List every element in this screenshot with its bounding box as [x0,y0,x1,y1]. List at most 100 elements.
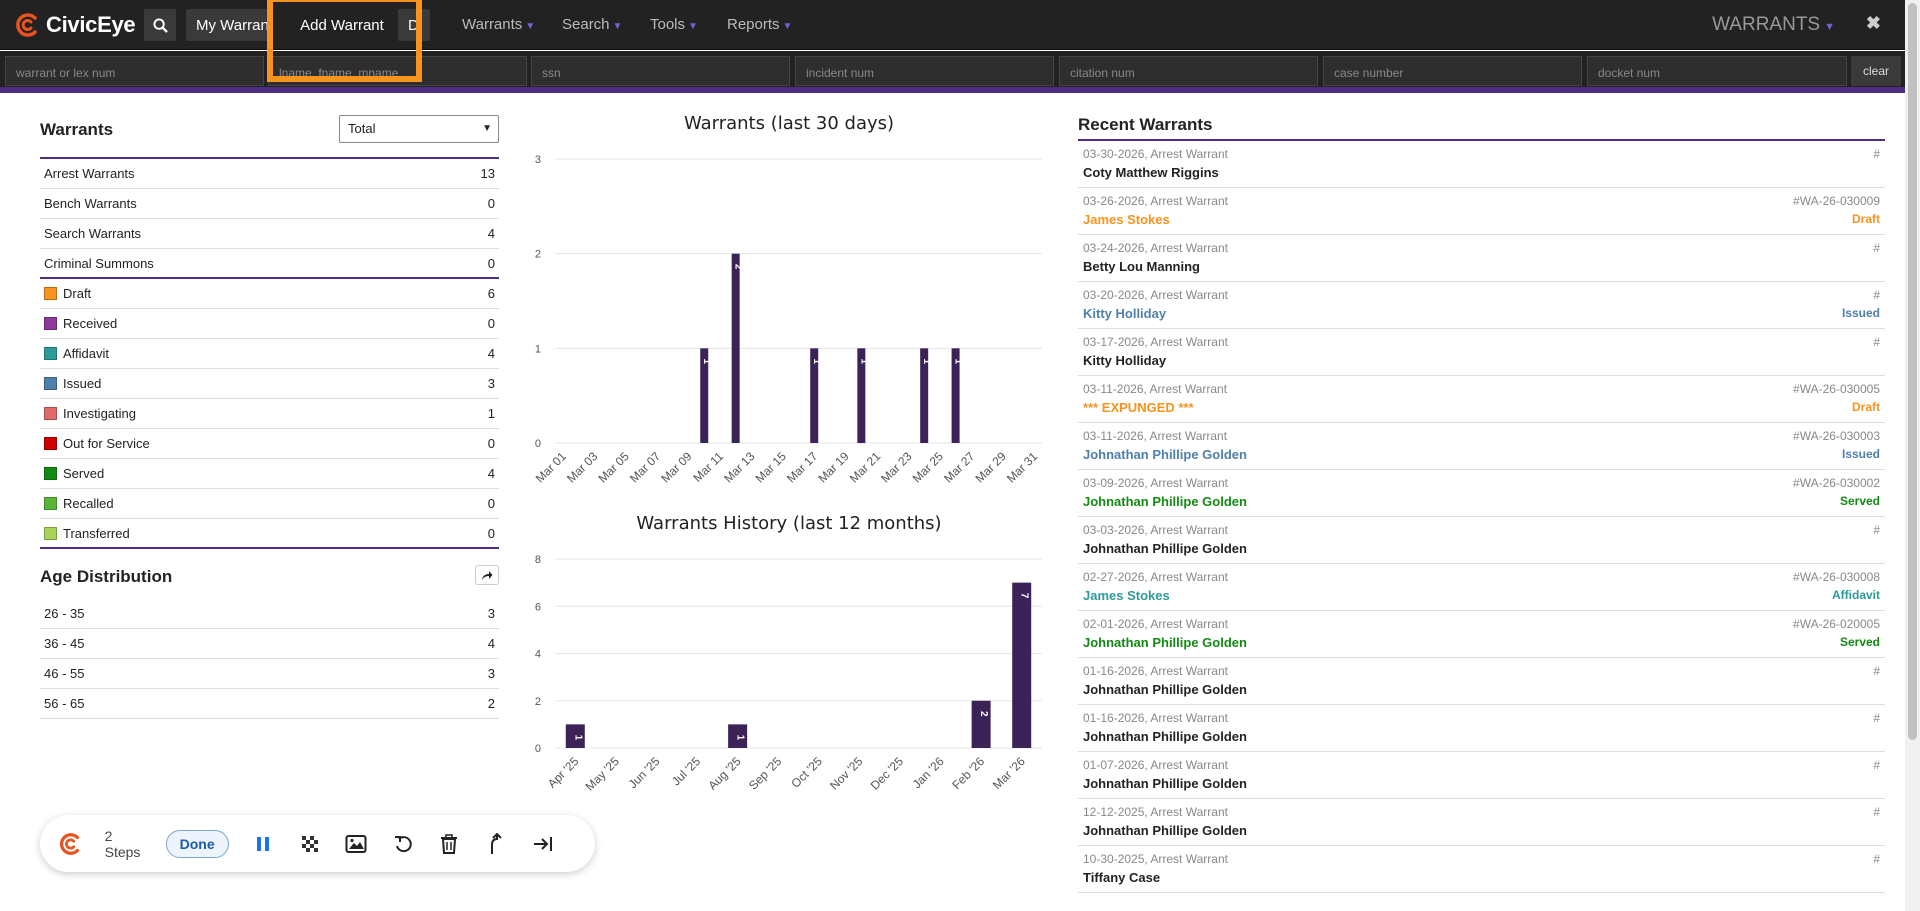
recent-warrant-name[interactable]: *** EXPUNGED *** [1083,400,1194,415]
warrant-status-row[interactable]: Transferred 0 [40,519,499,549]
age-row[interactable]: 26 - 35 3 [40,599,499,629]
warrant-number-input[interactable]: warrant or lex num [5,56,264,86]
recent-warrant-item[interactable]: 03-09-2026, Arrest Warrant Johnathan Phil… [1078,470,1885,517]
add-warrant-button[interactable]: Add Warrant [290,9,394,41]
document-button[interactable]: D [398,9,430,41]
recent-warrant-name[interactable]: Johnathan Phillipe Golden [1083,776,1247,791]
recent-warrant-name[interactable]: Tiffany Case [1083,870,1161,885]
recent-warrant-item[interactable]: 03-30-2026, Arrest Warrant Coty Matthew R… [1078,141,1885,188]
recent-warrant-item[interactable]: 01-07-2026, Arrest Warrant Johnathan Phil… [1078,752,1885,799]
age-row[interactable]: 56 - 65 2 [40,689,499,719]
recent-warrant-item[interactable]: 10-30-2025, Arrest Warrant Tiffany Case # [1078,846,1885,893]
recent-warrant-number[interactable]: # [1873,664,1880,678]
recent-warrant-name[interactable]: Kitty Holliday [1083,353,1167,368]
citation-number-input[interactable]: citation num [1059,56,1318,86]
bar[interactable] [920,348,929,443]
recent-warrant-name[interactable]: Johnathan Phillipe Golden [1083,635,1247,650]
pause-icon[interactable] [251,831,276,857]
recent-warrant-number[interactable]: # [1873,758,1880,772]
recent-warrant-item[interactable]: 03-11-2026, Arrest Warrant Johnathan Phil… [1078,423,1885,470]
warrant-type-row[interactable]: Search Warrants 4 [40,219,499,249]
app-logo[interactable]: CivicEye [14,11,136,39]
recent-warrant-number[interactable]: #WA-26-030005 [1793,382,1880,396]
search-button[interactable] [144,9,176,41]
warrant-status-row[interactable]: Recalled 0 [40,489,499,519]
warrant-status-row[interactable]: Served 4 [40,459,499,489]
bar[interactable] [728,724,748,748]
recent-warrant-number[interactable]: # [1873,288,1880,302]
blur-icon[interactable] [297,831,322,857]
recent-warrant-number[interactable]: #WA-26-020005 [1793,617,1880,631]
bar[interactable] [700,348,709,443]
bar[interactable] [565,724,585,748]
bar[interactable] [951,348,960,443]
recent-warrant-number[interactable]: # [1873,852,1880,866]
recent-warrant-number[interactable]: #WA-26-030002 [1793,476,1880,490]
nav-tools[interactable]: Tools ▼ [650,16,698,33]
recent-warrant-item[interactable]: 03-24-2026, Arrest Warrant Betty Lou Mann… [1078,235,1885,282]
page-scrollbar[interactable] [1905,0,1920,911]
recent-warrant-number[interactable]: # [1873,147,1880,161]
bar[interactable] [1012,582,1032,748]
nav-search[interactable]: Search ▼ [562,16,622,33]
warrant-type-row[interactable]: Arrest Warrants 13 [40,159,499,189]
recent-warrant-item[interactable]: 03-20-2026, Arrest Warrant Kitty Holliday… [1078,282,1885,329]
warrant-type-row[interactable]: Criminal Summons 0 [40,249,499,279]
recent-warrant-item[interactable]: 01-16-2026, Arrest Warrant Johnathan Phil… [1078,658,1885,705]
bar[interactable] [731,253,740,443]
recent-warrant-number[interactable]: #WA-26-030003 [1793,429,1880,443]
warrant-status-row[interactable]: Out for Service 0 [40,429,499,459]
recent-warrant-name[interactable]: James Stokes [1083,212,1170,227]
recent-warrant-name[interactable]: Johnathan Phillipe Golden [1083,541,1247,556]
bar[interactable] [810,348,819,443]
recent-warrant-item[interactable]: 03-03-2026, Arrest Warrant Johnathan Phil… [1078,517,1885,564]
recent-warrant-number[interactable]: # [1873,523,1880,537]
recent-warrant-number[interactable]: #WA-26-030009 [1793,194,1880,208]
image-icon[interactable] [344,831,369,857]
recent-warrant-name[interactable]: Kitty Holliday [1083,306,1167,321]
warrant-type-row[interactable]: Bench Warrants 0 [40,189,499,219]
clear-button[interactable]: clear [1851,56,1901,86]
trash-icon[interactable] [437,831,462,857]
age-row[interactable]: 36 - 45 4 [40,629,499,659]
bar[interactable] [971,700,991,748]
scrollbar-thumb[interactable] [1908,3,1917,740]
recent-warrant-item[interactable]: 03-11-2026, Arrest Warrant *** EXPUNGED *… [1078,376,1885,423]
share-icon[interactable] [475,565,499,585]
recent-warrant-name[interactable]: Coty Matthew Riggins [1083,165,1219,180]
undo-icon[interactable] [390,831,415,857]
recent-warrant-item[interactable]: 03-17-2026, Arrest Warrant Kitty Holliday… [1078,329,1885,376]
recent-warrant-name[interactable]: Johnathan Phillipe Golden [1083,682,1247,697]
recent-warrant-item[interactable]: 12-12-2025, Arrest Warrant Johnathan Phil… [1078,799,1885,846]
total-filter-select[interactable]: Total ▼ [339,115,499,143]
recent-warrant-name[interactable]: Johnathan Phillipe Golden [1083,447,1247,462]
incident-number-input[interactable]: incident num [795,56,1054,86]
recent-warrant-item[interactable]: 01-16-2026, Arrest Warrant Johnathan Phil… [1078,705,1885,752]
age-row[interactable]: 46 - 55 3 [40,659,499,689]
warrant-status-row[interactable]: Affidavit 4 [40,339,499,369]
nav-warrants[interactable]: Warrants ▼ [462,16,535,33]
my-warrants-button[interactable]: My Warrants [186,9,272,41]
recent-warrant-number[interactable]: # [1873,241,1880,255]
warrant-status-row[interactable]: Issued 3 [40,369,499,399]
close-icon[interactable]: ✖ [1865,13,1881,33]
recent-warrant-item[interactable]: 02-27-2026, Arrest Warrant James Stokes #W… [1078,564,1885,611]
recent-warrant-number[interactable]: # [1873,335,1880,349]
recent-warrant-name[interactable]: Johnathan Phillipe Golden [1083,729,1247,744]
warrant-status-row[interactable]: Draft 6 [40,279,499,309]
warrant-status-row[interactable]: Investigating 1 [40,399,499,429]
recent-warrant-number[interactable]: # [1873,711,1880,725]
name-input[interactable]: lname, fname, mname [268,56,527,86]
module-switcher[interactable]: WARRANTS ▼ [1712,14,1835,36]
bar[interactable] [857,348,866,443]
recent-warrant-number[interactable]: #WA-26-030008 [1793,570,1880,584]
case-number-input[interactable]: case number [1323,56,1582,86]
recent-warrant-item[interactable]: 02-01-2026, Arrest Warrant Johnathan Phil… [1078,611,1885,658]
recent-warrant-number[interactable]: # [1873,805,1880,819]
recent-warrant-name[interactable]: Johnathan Phillipe Golden [1083,494,1247,509]
done-button[interactable]: Done [165,829,229,858]
ssn-input[interactable]: ssn [531,56,790,86]
recent-warrant-name[interactable]: Betty Lou Manning [1083,259,1200,274]
branch-arrow-icon[interactable] [484,831,509,857]
recent-warrant-item[interactable]: 03-26-2026, Arrest Warrant James Stokes #W… [1078,188,1885,235]
